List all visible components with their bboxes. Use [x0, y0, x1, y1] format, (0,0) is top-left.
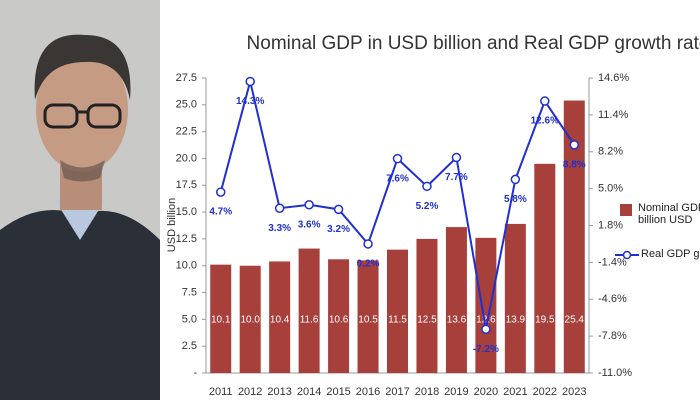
legend-swatch: [615, 250, 639, 260]
line-marker: [333, 204, 344, 215]
bar-value-label: 10.6: [329, 315, 349, 326]
bar-value-label: 10.4: [270, 315, 290, 326]
legend-swatch: [620, 204, 632, 216]
bar: [328, 259, 350, 373]
x-tick-label: 2014: [297, 386, 321, 398]
bar-value-label: 11.5: [388, 315, 407, 326]
y2-tick-label: -11.0%: [598, 367, 632, 379]
y2-tick-label: 1.8%: [598, 219, 623, 231]
line-value-label: 7.6%: [386, 173, 409, 184]
legend-label: Real GDP growth: [641, 248, 700, 260]
x-tick-label: 2013: [267, 386, 291, 398]
bar-value-label: 12.5: [417, 315, 437, 326]
x-tick-label: 2022: [533, 386, 557, 398]
line-value-label: 5.8%: [504, 194, 527, 205]
bar: [416, 238, 438, 373]
y-tick-label: 2.5: [182, 340, 197, 352]
y2-tick-label: -7.8%: [598, 330, 627, 342]
x-tick-label: 2015: [326, 386, 350, 398]
bar-value-label: 13.6: [447, 315, 467, 326]
line-marker: [363, 239, 373, 249]
line-marker: [481, 324, 491, 334]
bar-value-label: 10.1: [211, 315, 231, 326]
line-value-label: 3.3%: [268, 223, 291, 234]
line-marker: [274, 203, 285, 213]
y-tick-label: 12.5: [176, 233, 197, 245]
y-tick-label: 5.0: [182, 313, 197, 325]
bar-value-label: 12.6: [476, 315, 496, 326]
bar: [504, 223, 526, 373]
bar: [563, 100, 585, 373]
x-tick-label: 2021: [503, 386, 527, 398]
x-tick-label: 2017: [385, 386, 409, 398]
line-marker: [392, 153, 403, 164]
x-tick-label: 2020: [474, 386, 498, 398]
legend-label: Nominal GDP, billion USD: [638, 202, 700, 226]
photo: [0, 0, 160, 400]
y-tick-label: 25.0: [176, 99, 197, 111]
chart-title: Nominal GDP in USD billion and Real GDP …: [247, 33, 700, 54]
line-marker: [540, 96, 550, 106]
y2-tick-label: 5.0%: [598, 183, 623, 195]
line-marker: [215, 187, 226, 197]
y2-tick-label: 8.2%: [598, 146, 623, 158]
line-value-label: 5.2%: [416, 201, 439, 212]
line-value-label: 4.7%: [209, 207, 232, 218]
bar: [534, 163, 556, 373]
y-tick-label: -: [193, 367, 197, 379]
bar: [210, 264, 232, 373]
line-value-label: 14.3%: [236, 96, 264, 107]
line-marker: [422, 181, 432, 192]
y-axis-label: USD billion: [166, 198, 178, 252]
y2-tick-label: 11.4%: [598, 109, 629, 121]
bar: [269, 261, 291, 373]
y-tick-label: 15.0: [176, 206, 197, 218]
bar-value-label: 19.5: [535, 315, 555, 326]
y2-tick-label: 14.6%: [598, 72, 629, 84]
bar: [357, 260, 379, 373]
bar: [298, 248, 320, 373]
x-tick-label: 2011: [209, 386, 233, 398]
y-tick-label: 22.5: [176, 126, 197, 138]
line-marker: [304, 200, 314, 210]
line-value-label: 8.8%: [563, 159, 586, 170]
line-marker: [510, 174, 521, 185]
bar-value-label: 11.6: [300, 315, 319, 326]
line-value-label: 3.6%: [298, 219, 321, 230]
x-tick-label: 2018: [415, 386, 439, 398]
bar: [445, 227, 467, 373]
y-tick-label: 27.5: [176, 72, 197, 84]
bar: [239, 265, 261, 373]
y-tick-label: 20.0: [176, 152, 197, 164]
line-marker: [245, 76, 255, 87]
line-value-label: 7.7%: [445, 172, 468, 183]
bar-value-label: 13.9: [506, 315, 526, 326]
bar: [475, 237, 497, 373]
x-tick-label: 2016: [356, 386, 380, 398]
bar-value-label: 25.4: [565, 315, 585, 326]
line-value-label: 12.6%: [531, 116, 559, 127]
bar-value-label: 10.0: [240, 315, 260, 326]
y-tick-label: 17.5: [176, 179, 197, 191]
x-tick-label: 2019: [444, 386, 468, 398]
x-tick-label: 2012: [238, 386, 262, 398]
line-value-label: 3.2%: [327, 224, 350, 235]
bar: [387, 249, 408, 373]
y2-tick-label: -4.6%: [598, 293, 627, 305]
line-value-label: -7.2%: [473, 344, 499, 355]
y-tick-label: 7.5: [182, 286, 197, 298]
line-marker: [569, 140, 580, 150]
x-tick-label: 2023: [562, 386, 586, 398]
y2-tick-label: -1.4%: [598, 256, 627, 268]
line-marker: [451, 152, 462, 163]
y-tick-label: 10.0: [176, 260, 197, 272]
bar-value-label: 10.5: [358, 315, 378, 326]
line-value-label: 0.2%: [357, 259, 380, 270]
